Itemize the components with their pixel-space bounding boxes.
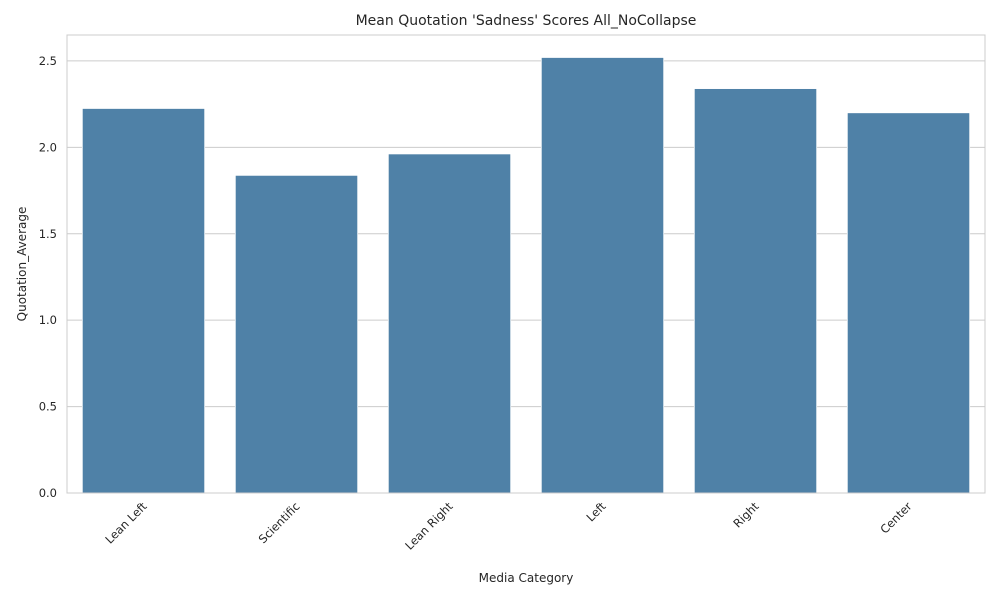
x-tick-label: Lean Right [402, 499, 456, 553]
y-tick-label: 0.5 [39, 400, 57, 414]
x-tick-labels: Lean Left Scientific Lean Right Left Right Ce… [102, 499, 915, 553]
bar-right [693, 88, 818, 494]
chart-title: Mean Quotation 'Sadness' Scores All_NoCo… [356, 13, 697, 29]
x-tick-label: Right [730, 499, 762, 531]
y-axis-label: Quotation_Average [15, 207, 29, 322]
bars [81, 57, 971, 494]
y-tick-label: 0.0 [39, 486, 57, 500]
y-tick-label: 1.0 [39, 313, 57, 327]
bar-lean-left [81, 108, 206, 494]
y-tick-label: 2.5 [39, 54, 57, 68]
x-tick-label: Left [583, 499, 609, 525]
y-tick-label: 1.5 [39, 227, 57, 241]
bar-lean-right [387, 153, 512, 494]
x-tick-label: Center [877, 499, 914, 536]
bar-center [846, 112, 971, 494]
y-tick-label: 2.0 [39, 140, 57, 154]
x-tick-label: Lean Left [102, 499, 150, 547]
x-tick-label: Scientific [256, 499, 303, 546]
x-axis-label: Media Category [479, 571, 574, 585]
bar-left [540, 57, 665, 494]
plot-frame [66, 34, 986, 494]
bar-scientific [234, 174, 359, 494]
y-tick-labels: 0.0 0.5 1.0 1.5 2.0 2.5 [39, 54, 57, 500]
